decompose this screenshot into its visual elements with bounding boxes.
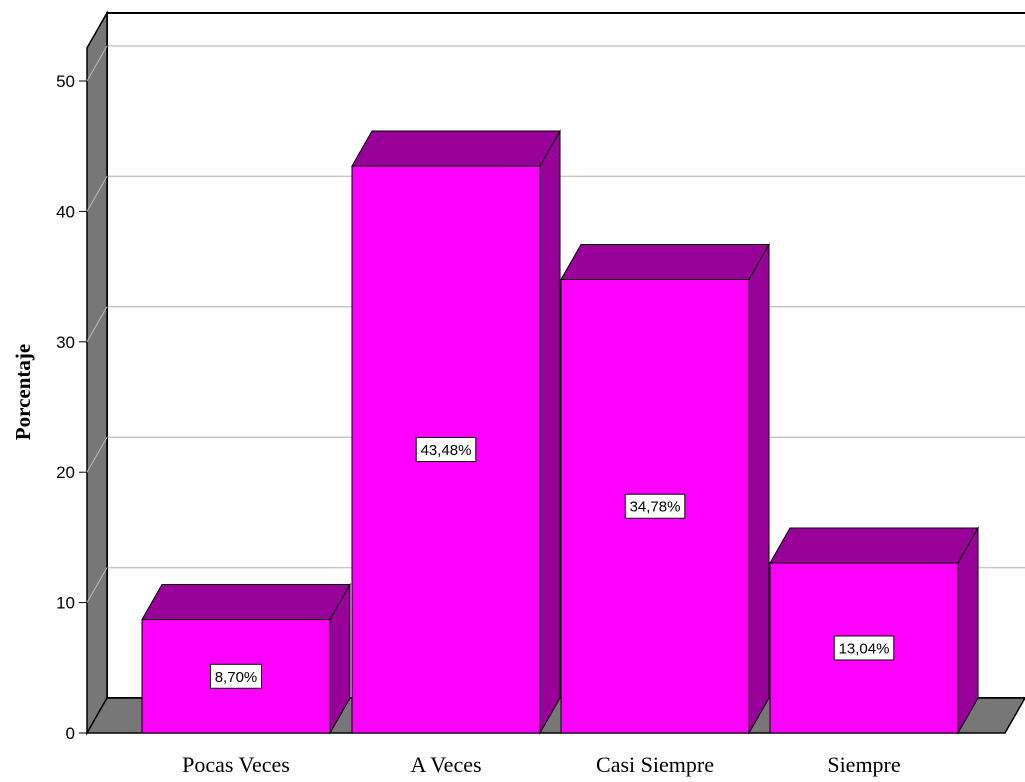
bar-side-face bbox=[748, 242, 770, 735]
y-tick-label: 30 bbox=[56, 333, 75, 352]
data-label-text: 43,48% bbox=[421, 442, 472, 459]
data-label-box bbox=[210, 663, 262, 689]
x-tick-label: A Veces bbox=[410, 752, 481, 777]
y-tick-label: 40 bbox=[56, 202, 75, 221]
left-wall-gridline bbox=[86, 567, 108, 603]
bar bbox=[560, 242, 770, 735]
data-label: 8,70% bbox=[210, 663, 262, 689]
bar-top-face bbox=[769, 527, 979, 564]
y-axis-title: Porcentaje bbox=[11, 344, 35, 440]
bars bbox=[141, 129, 979, 735]
chart-left-wall bbox=[86, 10, 108, 736]
y-tick-label: 10 bbox=[56, 594, 75, 613]
y-tick-label: 20 bbox=[56, 463, 75, 482]
bar bbox=[769, 526, 979, 735]
bar bbox=[141, 582, 351, 735]
left-wall-gridline bbox=[86, 45, 108, 82]
data-label-text: 34,78% bbox=[630, 499, 681, 516]
bar-top-face bbox=[351, 130, 561, 167]
bar-top-face bbox=[141, 584, 351, 621]
data-label-box bbox=[833, 635, 895, 661]
x-tick-label: Casi Siempre bbox=[596, 752, 714, 777]
left-wall-gridline bbox=[86, 176, 108, 212]
y-tick-label: 50 bbox=[56, 72, 75, 91]
left-wall-gridline bbox=[86, 306, 108, 343]
left-wall-gridline bbox=[86, 436, 108, 473]
x-tick-label: Pocas Veces bbox=[182, 752, 290, 777]
x-axis-ticks: Pocas Veces A Veces Casi Siempre Siempre bbox=[182, 752, 901, 777]
data-label: 13,04% bbox=[833, 635, 895, 661]
bar-side-face bbox=[539, 129, 561, 735]
data-label: 43,48% bbox=[415, 437, 477, 463]
data-label-box bbox=[624, 493, 686, 519]
y-tick-label: 0 bbox=[66, 724, 75, 743]
bar-side-face bbox=[957, 526, 979, 735]
data-labels: 8,70% 43,48% 34,78% 13,04% bbox=[210, 437, 895, 689]
data-label: 34,78% bbox=[624, 493, 686, 519]
data-label-box bbox=[415, 437, 477, 463]
y-axis-ticks: 0 10 20 30 40 50 bbox=[56, 72, 87, 743]
x-tick-label: Siempre bbox=[827, 752, 900, 777]
data-label-text: 13,04% bbox=[839, 640, 890, 657]
bar bbox=[351, 129, 561, 735]
left-wall-panel bbox=[86, 10, 108, 736]
bar-top-face bbox=[560, 243, 770, 280]
data-label-text: 8,70% bbox=[215, 669, 258, 686]
